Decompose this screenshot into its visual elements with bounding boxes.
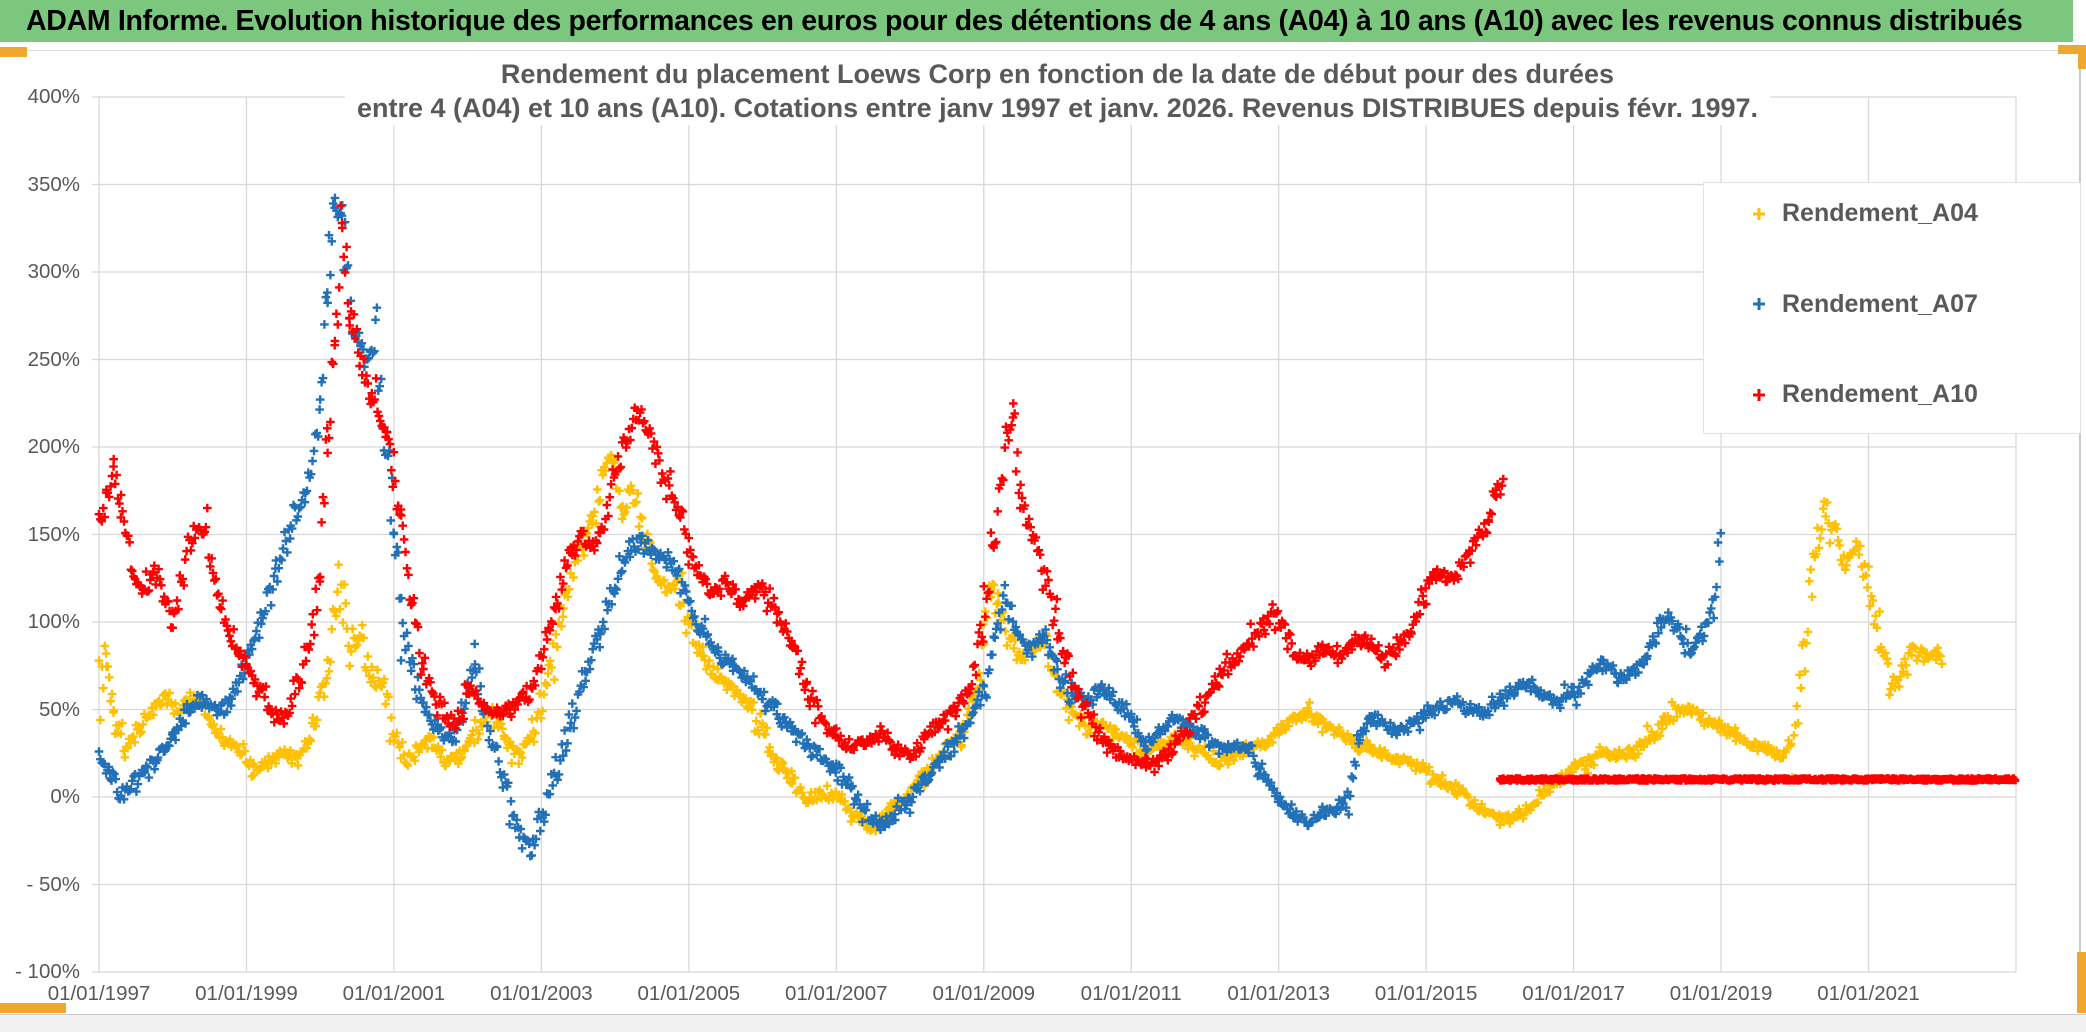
x-axis-tick-label: 01/01/2007 bbox=[784, 982, 888, 1005]
legend-label-a10: Rendement_A10 bbox=[1782, 380, 1978, 408]
chart-right-border bbox=[2079, 54, 2081, 953]
x-axis-tick-label: 01/01/2021 bbox=[1817, 982, 1920, 1005]
y-axis-tick-label: - 50% bbox=[26, 872, 80, 896]
x-axis-tick-label: 01/01/2015 bbox=[1374, 982, 1478, 1005]
legend-entry-a04[interactable]: Rendement_A04 bbox=[1750, 199, 2080, 228]
legend-label-a04: Rendement_A04 bbox=[1782, 199, 1978, 227]
plus-marker-icon bbox=[1753, 388, 1765, 401]
legend-label-a07: Rendement_A07 bbox=[1782, 289, 1978, 318]
chart-title: Rendement du placement Loews Corp en fon… bbox=[99, 57, 2016, 125]
selection-accent-top-right-h bbox=[2058, 45, 2086, 54]
y-axis-tick-label: 250% bbox=[27, 347, 80, 371]
x-axis-tick-label: 01/01/2019 bbox=[1669, 982, 1773, 1005]
y-axis-tick-label: - 100% bbox=[15, 960, 80, 983]
x-axis-tick-label: 01/01/2009 bbox=[932, 982, 1036, 1005]
selection-accent-top-left bbox=[0, 47, 27, 57]
chart-title-line1: Rendement du placement Loews Corp en fon… bbox=[488, 57, 1627, 91]
x-axis-tick-label: 01/01/2003 bbox=[490, 982, 593, 1005]
legend-entry-a07[interactable]: Rendement_A07 bbox=[1750, 290, 2080, 319]
y-axis-tick-label: 300% bbox=[27, 260, 80, 283]
y-axis-tick-label: 200% bbox=[27, 435, 80, 458]
selection-accent-bottom-left bbox=[0, 1003, 66, 1013]
selection-accent-bottom-right bbox=[2077, 952, 2086, 1013]
x-axis-tick-label: 01/01/2013 bbox=[1227, 982, 1330, 1005]
x-axis-tick-label: 01/01/1997 bbox=[47, 982, 151, 1005]
x-axis-tick-label: 01/01/2001 bbox=[342, 982, 446, 1005]
chart-title-line2: entre 4 (A04) et 10 ans (A10). Cotations… bbox=[344, 91, 1771, 125]
rendement-a07-scatter bbox=[94, 193, 1726, 861]
y-axis-tick-label: 50% bbox=[38, 697, 80, 721]
banner-title: ADAM Informe. Evolution historique des p… bbox=[26, 4, 2023, 37]
y-axis-tick-label: 150% bbox=[27, 522, 80, 546]
y-axis-tick-label: 100% bbox=[27, 610, 80, 633]
selection-accent-top-right-v bbox=[2078, 45, 2086, 69]
x-axis-tick-label: 01/01/2011 bbox=[1080, 982, 1182, 1005]
plus-marker-icon bbox=[1753, 207, 1765, 220]
bottom-divider-line bbox=[0, 1014, 2086, 1015]
rendement-a10-placeholder-line bbox=[1495, 774, 2020, 785]
row-divider-line bbox=[0, 50, 2080, 51]
x-axis-tick-label: 01/01/1999 bbox=[195, 982, 298, 1005]
rendement-a10-scatter bbox=[94, 201, 1508, 777]
y-axis-tick-label: 0% bbox=[50, 785, 80, 808]
banner: ADAM Informe. Evolution historique des p… bbox=[0, 0, 2073, 42]
legend-entry-a10[interactable]: Rendement_A10 bbox=[1750, 380, 2080, 409]
plus-marker-icon bbox=[1753, 298, 1765, 310]
y-axis-tick-label: 350% bbox=[27, 172, 80, 196]
y-axis-tick-label: 400% bbox=[27, 85, 80, 108]
x-axis-tick-label: 01/01/2005 bbox=[637, 982, 741, 1005]
x-axis-tick-label: 01/01/2017 bbox=[1522, 982, 1625, 1005]
bottom-sheet-band bbox=[0, 1015, 2086, 1032]
chart-legend[interactable]: Rendement_A04 Rendement_A07 Rendement_A1… bbox=[1703, 182, 2081, 434]
